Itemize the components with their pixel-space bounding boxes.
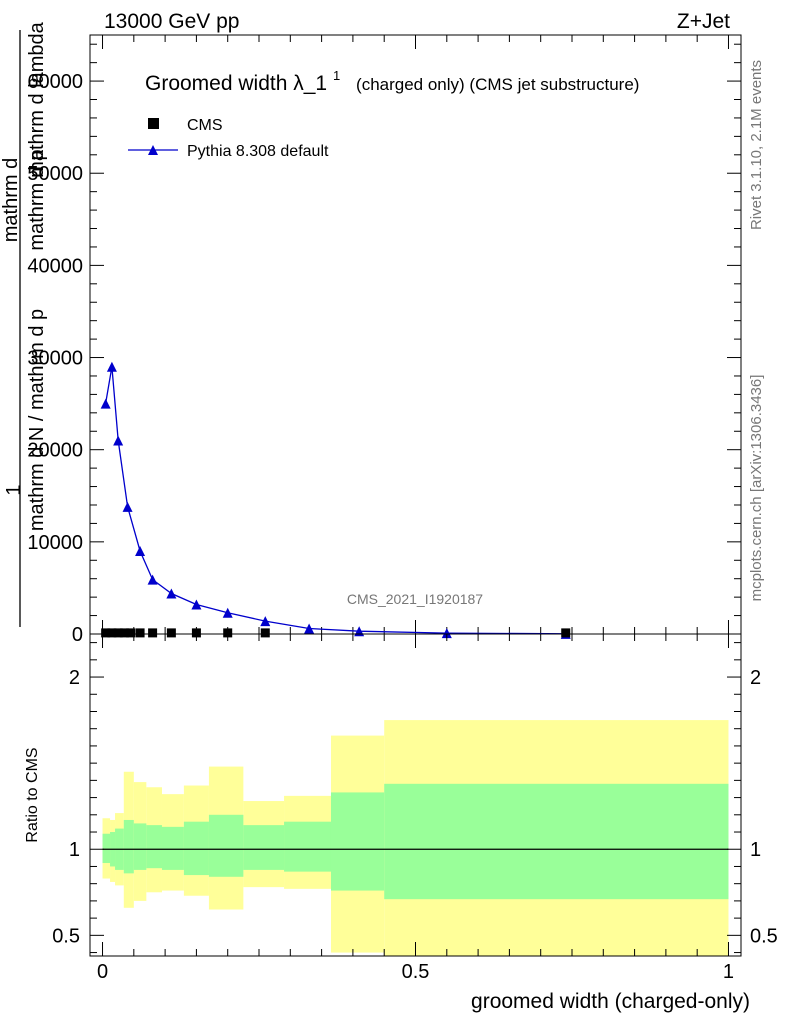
pythia-point <box>304 623 315 634</box>
cms-point <box>260 628 270 638</box>
title-symbol: λ_1 <box>293 72 327 95</box>
ratio-inner-band <box>123 819 134 874</box>
upper-y-tick-labels: 0 10000 20000 30000 40000 50000 60000 <box>27 71 83 646</box>
ratio-inner-band <box>284 821 331 872</box>
cms-point <box>135 628 145 638</box>
rivet-version-label: Rivet 3.1.10, 2.1M events <box>748 60 765 230</box>
pythia-point <box>106 361 117 372</box>
pythia-point <box>191 599 202 610</box>
legend-pythia-label: Pythia 8.308 default <box>187 143 329 160</box>
upper-series <box>100 361 571 639</box>
ylabel-denominator-rest: mathrm d lambda <box>26 21 48 177</box>
ratio-inner-band <box>183 821 209 876</box>
pythia-point <box>441 628 452 639</box>
legend-cms-label: CMS <box>187 117 223 134</box>
pythia-point <box>113 435 124 446</box>
ratio-y-axis-label: Ratio to CMS <box>24 747 41 842</box>
cms-point <box>101 628 111 638</box>
mcplots-label: mcplots.cern.ch [arXiv:1306.3436] <box>748 375 765 602</box>
lower-y-tick-label-right: 1 <box>750 839 761 861</box>
ylabel-denominator-left: mathrm d N / mathrm d p <box>26 309 48 531</box>
pythia-point <box>260 616 271 627</box>
ratio-inner-band <box>330 792 385 891</box>
cms-point <box>113 628 123 638</box>
upper-y-tick-label: 60000 <box>27 71 83 93</box>
ratio-inner-band <box>146 825 162 869</box>
x-tick-label: 0 <box>97 961 108 983</box>
upper-y-tick-label: 20000 <box>27 440 83 462</box>
process-label: Z+Jet <box>677 10 730 33</box>
lower-y-tick-label-right: 0.5 <box>750 925 778 947</box>
upper-y-axis-label: 1 mathrm d N / mathrm d p mathrm d mathr… <box>0 21 48 627</box>
upper-y-tick-label: 40000 <box>27 255 83 277</box>
ratio-inner-band <box>133 823 147 870</box>
energy-label: 13000 GeV pp <box>104 10 239 33</box>
lower-y-tick-labels: 0.5 0.5 1 1 2 2 <box>52 667 778 947</box>
lower-ticks <box>90 634 741 956</box>
ratio-inner-band <box>102 833 111 864</box>
upper-y-tick-label: 50000 <box>27 163 83 185</box>
lower-y-tick-label-right: 2 <box>750 667 761 689</box>
lower-y-tick-label: 2 <box>69 667 80 689</box>
cms-point <box>119 628 129 638</box>
legend-cms-marker <box>148 118 159 129</box>
x-tick-labels: 0 0.5 1 <box>97 961 734 983</box>
pythia-point <box>100 398 111 409</box>
x-tick-label: 0.5 <box>402 961 430 983</box>
title-main-text: Groomed width <box>145 72 287 95</box>
cms-point <box>223 628 233 638</box>
cms-point <box>148 628 158 638</box>
ratio-inner-band <box>243 825 285 870</box>
pythia-point <box>135 546 146 557</box>
plot-title: Groomed width λ_1 1 (charged only) (CMS … <box>145 62 639 95</box>
pythia-point <box>147 574 158 585</box>
cms-point <box>561 628 571 638</box>
title-main: Groomed width λ_1 1 (charged only) (CMS … <box>145 62 639 95</box>
ratio-inner-band <box>208 814 244 877</box>
pythia-point <box>222 607 233 618</box>
ylabel-frac-one: 1 <box>3 484 25 495</box>
legend-pythia-marker <box>148 145 158 155</box>
cms-point <box>191 628 201 638</box>
cms-point <box>166 628 176 638</box>
upper-y-tick-label: 30000 <box>27 348 83 370</box>
ratio-inner-band <box>161 826 184 870</box>
upper-y-tick-label: 0 <box>72 624 83 646</box>
x-axis-label: groomed width (charged-only) <box>471 990 750 1013</box>
title-rest: (charged only) (CMS jet substructure) <box>356 75 639 94</box>
x-tick-label: 1 <box>723 961 734 983</box>
lower-y-tick-label: 0.5 <box>52 925 80 947</box>
cms-point <box>107 628 117 638</box>
ylabel-denominator-right: mathrm d p <box>26 149 48 250</box>
analysis-tag: CMS_2021_I1920187 <box>347 591 483 607</box>
pythia-point <box>166 588 177 599</box>
ratio-inner-band <box>384 783 729 900</box>
upper-y-tick-label: 10000 <box>27 532 83 554</box>
lower-y-tick-label: 1 <box>69 839 80 861</box>
legend: CMS Pythia 8.308 default <box>128 117 329 160</box>
pythia-point <box>122 501 133 512</box>
pythia-line <box>104 366 566 635</box>
ratio-bands <box>102 720 729 956</box>
title-superscript: 1 <box>333 68 340 83</box>
cms-point <box>126 628 136 638</box>
ylabel-numerator-right: mathrm d <box>0 158 22 242</box>
